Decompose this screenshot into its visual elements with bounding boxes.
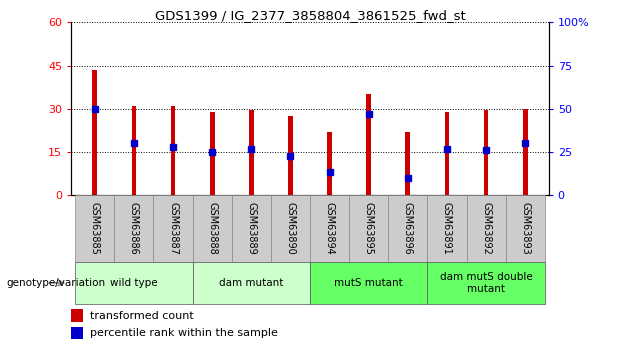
Bar [523,109,528,195]
Bar [288,116,293,195]
Text: GSM63894: GSM63894 [324,202,335,255]
Bar [154,195,193,262]
Text: GSM63893: GSM63893 [520,202,530,255]
Bar [506,195,545,262]
Text: GSM63886: GSM63886 [129,202,139,255]
Text: GSM63895: GSM63895 [364,202,374,255]
Bar [170,106,175,195]
Text: GDS1399 / IG_2377_3858804_3861525_fwd_st: GDS1399 / IG_2377_3858804_3861525_fwd_st [154,9,466,22]
Bar [131,106,136,195]
Bar [193,195,232,262]
Bar [327,132,332,195]
Bar [232,195,271,262]
Text: GSM63885: GSM63885 [90,202,100,255]
Bar [466,195,506,262]
Text: genotype/variation: genotype/variation [6,278,105,288]
Bar [349,195,388,262]
Bar [445,111,449,195]
Text: GSM63888: GSM63888 [207,202,217,255]
Text: transformed count: transformed count [91,311,194,321]
Text: GSM63891: GSM63891 [442,202,452,255]
Text: GSM63892: GSM63892 [481,202,491,255]
Bar [427,262,545,304]
Text: wild type: wild type [110,278,157,288]
Bar [193,262,310,304]
Bar [484,110,489,195]
Bar [271,195,310,262]
Text: GSM63890: GSM63890 [285,202,296,255]
Bar [75,262,193,304]
Text: GSM63896: GSM63896 [403,202,413,255]
Bar [249,110,254,195]
Text: dam mutS double
mutant: dam mutS double mutant [440,272,533,294]
Bar [92,70,97,195]
Bar [427,195,466,262]
Text: GSM63887: GSM63887 [168,202,178,255]
Bar [114,195,154,262]
Bar [71,309,83,322]
Bar [405,132,410,195]
Bar [310,262,427,304]
Text: GSM63889: GSM63889 [246,202,256,255]
Bar [71,327,83,339]
Text: dam mutant: dam mutant [219,278,283,288]
Text: percentile rank within the sample: percentile rank within the sample [91,328,278,338]
Bar [210,111,215,195]
Bar [388,195,427,262]
Bar [366,94,371,195]
Text: mutS mutant: mutS mutant [334,278,403,288]
Bar [310,195,349,262]
Bar [75,195,114,262]
